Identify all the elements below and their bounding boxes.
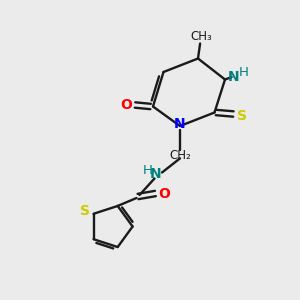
Text: S: S: [80, 204, 90, 218]
Text: N: N: [174, 118, 186, 131]
Text: O: O: [120, 98, 132, 112]
Text: CH₃: CH₃: [191, 30, 212, 43]
Text: O: O: [158, 187, 170, 200]
Text: N: N: [228, 70, 239, 83]
Text: S: S: [237, 109, 248, 122]
Text: H: H: [239, 66, 248, 80]
Text: N: N: [150, 167, 162, 181]
Text: H: H: [143, 164, 152, 178]
Text: CH₂: CH₂: [170, 149, 191, 162]
